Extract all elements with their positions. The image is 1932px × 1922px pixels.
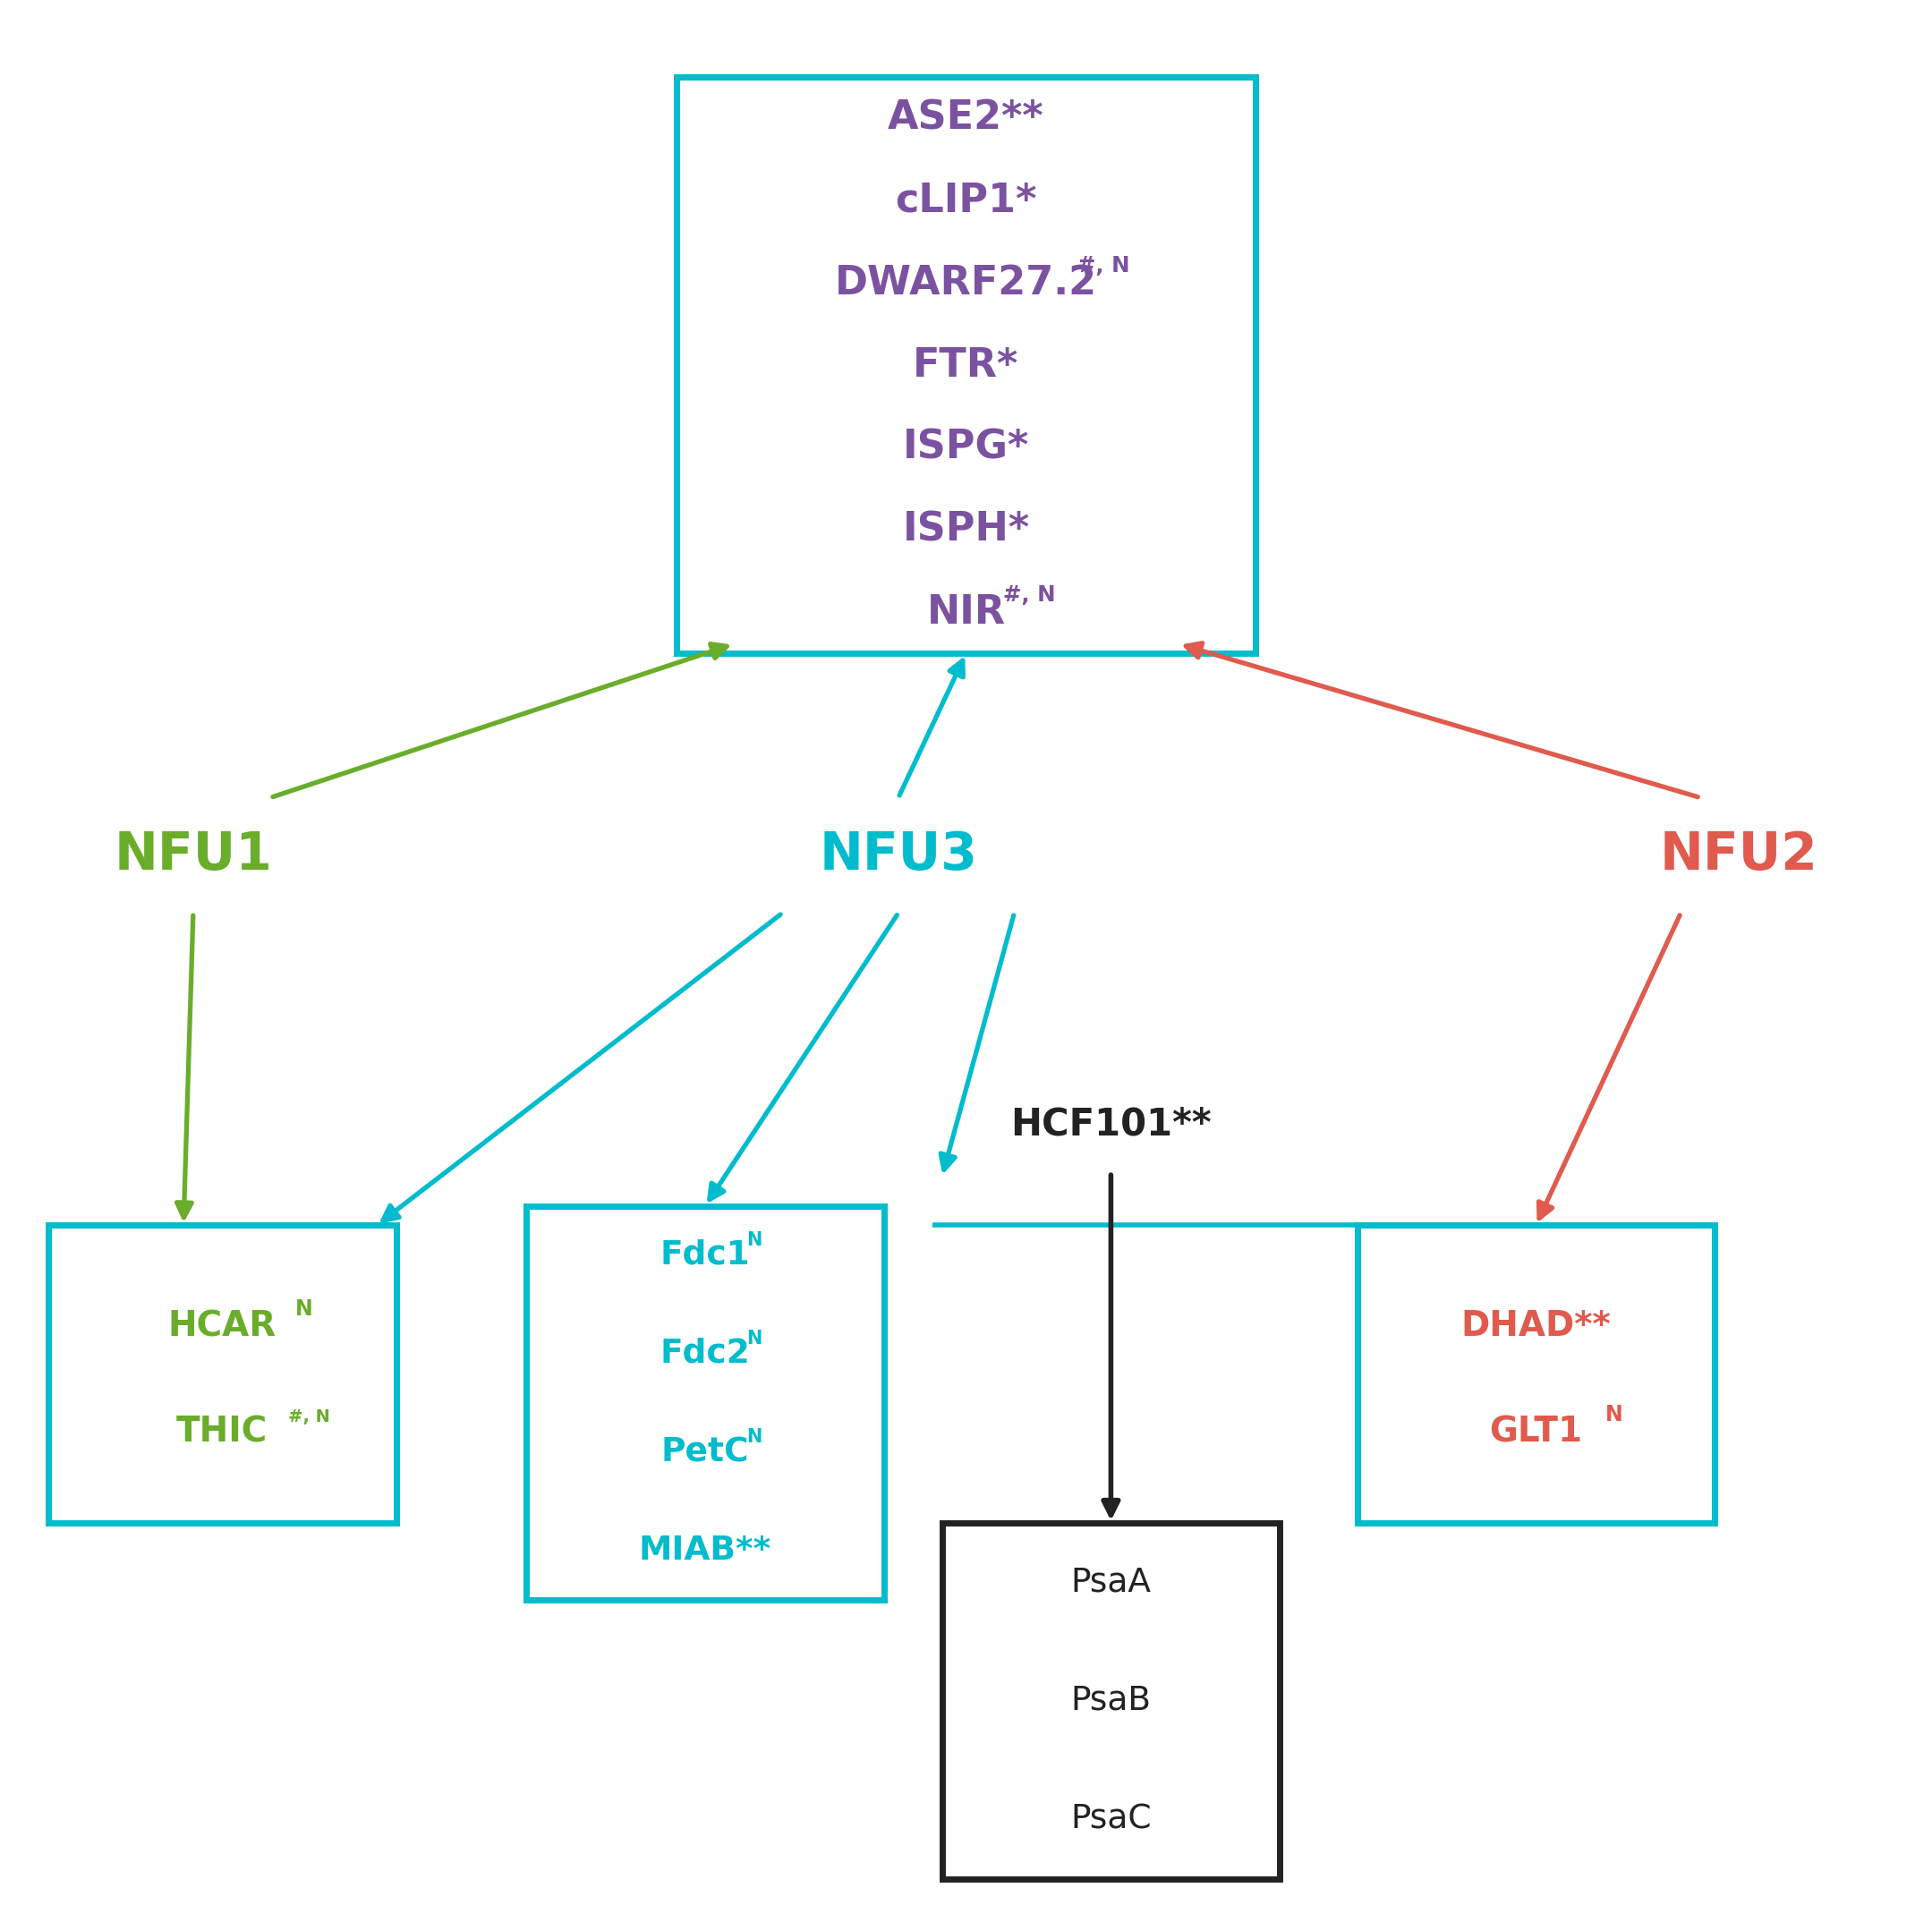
Bar [48,1226,396,1522]
Text: ASE2**: ASE2** [889,98,1043,136]
Text: #, N: #, N [288,1409,330,1424]
Text: N: N [748,1428,763,1445]
Bar [676,77,1256,653]
Bar [941,1522,1279,1880]
Text: PsaA: PsaA [1070,1566,1151,1599]
Text: #, N: #, N [1003,584,1055,605]
Text: PetC: PetC [661,1436,750,1468]
Text: N: N [748,1330,763,1347]
Text: NFU2: NFU2 [1660,830,1818,880]
Text: FTR*: FTR* [914,346,1018,384]
Text: Fdc2: Fdc2 [661,1338,750,1370]
Text: DWARF27.2: DWARF27.2 [835,263,1097,302]
Text: PsaB: PsaB [1070,1686,1151,1716]
Text: MIAB**: MIAB** [639,1534,771,1566]
Text: HCAR: HCAR [168,1309,276,1343]
Bar [526,1207,883,1599]
Text: cLIP1*: cLIP1* [895,181,1037,219]
Text: N: N [1605,1403,1623,1426]
Text: Fdc1: Fdc1 [661,1240,750,1272]
Text: N: N [748,1230,763,1249]
Text: N: N [296,1297,313,1320]
Text: ISPG*: ISPG* [902,429,1030,467]
Bar [1356,1226,1714,1522]
Text: THIC: THIC [176,1415,269,1449]
Text: DHAD**: DHAD** [1461,1309,1611,1343]
Text: GLT1: GLT1 [1490,1415,1582,1449]
Text: PsaC: PsaC [1070,1803,1151,1836]
Text: NIR: NIR [927,594,1005,632]
Text: NFU3: NFU3 [819,830,978,880]
Text: HCF101**: HCF101** [1010,1105,1211,1144]
Text: ISPH*: ISPH* [902,511,1030,550]
Text: NFU1: NFU1 [114,830,272,880]
Text: #, N: #, N [1076,256,1130,277]
